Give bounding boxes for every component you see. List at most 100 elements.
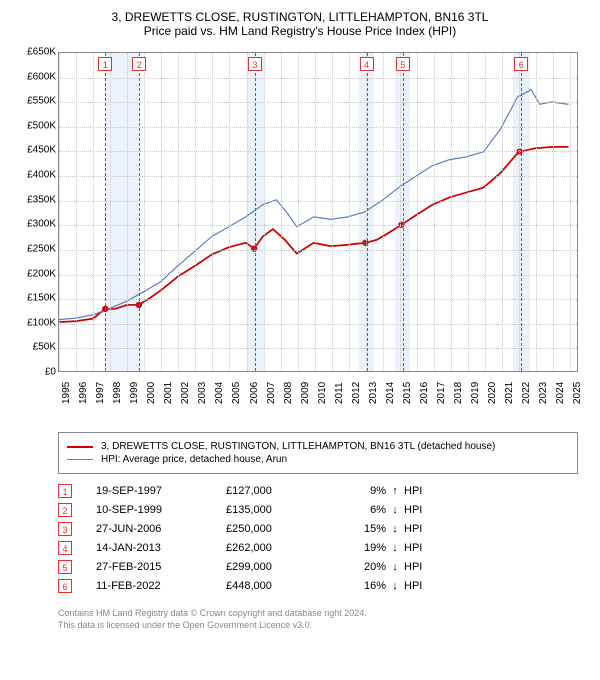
grid-v	[127, 53, 128, 371]
arrow-icon: ↑	[386, 485, 404, 497]
marker-line	[255, 53, 256, 371]
y-tick-label: £300K	[27, 219, 56, 230]
transaction-row: 414-JAN-2013£262,00019%↓HPI	[58, 541, 578, 555]
x-tick-label: 1999	[129, 382, 140, 404]
x-tick-label: 1995	[61, 382, 72, 404]
transaction-number: 1	[58, 484, 72, 498]
transaction-number: 5	[58, 560, 72, 574]
y-tick-label: £0	[45, 367, 56, 378]
marker-line	[367, 53, 368, 371]
grid-v	[212, 53, 213, 371]
legend-label: 3, DREWETTS CLOSE, RUSTINGTON, LITTLEHAM…	[101, 441, 495, 452]
x-tick-label: 2010	[317, 382, 328, 404]
x-tick-label: 2007	[266, 382, 277, 404]
grid-v	[502, 53, 503, 371]
y-tick-label: £150K	[27, 293, 56, 304]
title-subtitle: Price paid vs. HM Land Registry's House …	[14, 24, 586, 38]
arrow-icon: ↓	[386, 580, 404, 592]
marker-number-box: 2	[132, 57, 146, 71]
x-tick-label: 2025	[572, 382, 583, 404]
grid-v	[76, 53, 77, 371]
legend-swatch	[67, 446, 93, 448]
grid-v	[400, 53, 401, 371]
transaction-price: £127,000	[226, 485, 336, 497]
transaction-pct: 16%	[336, 580, 386, 592]
grid-h	[59, 225, 577, 226]
x-tick-label: 2006	[249, 382, 260, 404]
marker-number-box: 1	[98, 57, 112, 71]
transaction-hpi-label: HPI	[404, 580, 444, 592]
y-tick-label: £100K	[27, 317, 56, 328]
transaction-row: 210-SEP-1999£135,0006%↓HPI	[58, 503, 578, 517]
grid-h	[59, 127, 577, 128]
grid-v	[553, 53, 554, 371]
x-tick-label: 2024	[555, 382, 566, 404]
x-tick-label: 2008	[283, 382, 294, 404]
marker-number-box: 3	[248, 57, 262, 71]
grid-v	[281, 53, 282, 371]
transaction-price: £448,000	[226, 580, 336, 592]
title-address: 3, DREWETTS CLOSE, RUSTINGTON, LITTLEHAM…	[14, 10, 586, 24]
marker-line	[105, 53, 106, 371]
grid-h	[59, 176, 577, 177]
x-tick-label: 2016	[419, 382, 430, 404]
x-tick-label: 2022	[521, 382, 532, 404]
grid-v	[247, 53, 248, 371]
chart-area: 123456 £0£50K£100K£150K£200K£250K£300K£3…	[14, 46, 586, 426]
y-tick-label: £650K	[27, 47, 56, 58]
transaction-number: 2	[58, 503, 72, 517]
grid-h	[59, 348, 577, 349]
x-tick-label: 1997	[95, 382, 106, 404]
grid-v	[383, 53, 384, 371]
x-tick-label: 2001	[163, 382, 174, 404]
transaction-pct: 20%	[336, 561, 386, 573]
grid-v	[195, 53, 196, 371]
legend-row: 3, DREWETTS CLOSE, RUSTINGTON, LITTLEHAM…	[67, 441, 569, 452]
grid-v	[315, 53, 316, 371]
y-tick-label: £500K	[27, 120, 56, 131]
transaction-number: 6	[58, 579, 72, 593]
transaction-date: 19-SEP-1997	[96, 485, 226, 497]
y-tick-label: £450K	[27, 145, 56, 156]
grid-h	[59, 250, 577, 251]
transaction-hpi-label: HPI	[404, 561, 444, 573]
x-tick-label: 2009	[300, 382, 311, 404]
x-tick-label: 2003	[197, 382, 208, 404]
transaction-hpi-label: HPI	[404, 523, 444, 535]
chart-container: 3, DREWETTS CLOSE, RUSTINGTON, LITTLEHAM…	[0, 0, 600, 641]
y-tick-label: £550K	[27, 96, 56, 107]
grid-v	[161, 53, 162, 371]
x-tick-label: 2012	[351, 382, 362, 404]
grid-h	[59, 102, 577, 103]
x-tick-label: 2005	[231, 382, 242, 404]
legend-swatch	[67, 459, 93, 460]
transaction-price: £135,000	[226, 504, 336, 516]
grid-h	[59, 151, 577, 152]
grid-v	[451, 53, 452, 371]
x-tick-label: 2023	[538, 382, 549, 404]
grid-v	[417, 53, 418, 371]
x-tick-label: 2002	[180, 382, 191, 404]
transaction-price: £262,000	[226, 542, 336, 554]
y-tick-label: £600K	[27, 71, 56, 82]
grid-v	[349, 53, 350, 371]
x-tick-label: 2021	[504, 382, 515, 404]
x-tick-label: 2013	[368, 382, 379, 404]
footer-attribution: Contains HM Land Registry data © Crown c…	[58, 607, 586, 631]
grid-h	[59, 78, 577, 79]
grid-v	[570, 53, 571, 371]
transaction-date: 14-JAN-2013	[96, 542, 226, 554]
transaction-pct: 9%	[336, 485, 386, 497]
grid-v	[264, 53, 265, 371]
grid-v	[468, 53, 469, 371]
transaction-price: £299,000	[226, 561, 336, 573]
transaction-hpi-label: HPI	[404, 485, 444, 497]
arrow-icon: ↓	[386, 504, 404, 516]
x-tick-label: 2020	[487, 382, 498, 404]
grid-v	[519, 53, 520, 371]
marker-line	[403, 53, 404, 371]
arrow-icon: ↓	[386, 523, 404, 535]
grid-v	[298, 53, 299, 371]
grid-v	[332, 53, 333, 371]
legend: 3, DREWETTS CLOSE, RUSTINGTON, LITTLEHAM…	[58, 432, 578, 474]
